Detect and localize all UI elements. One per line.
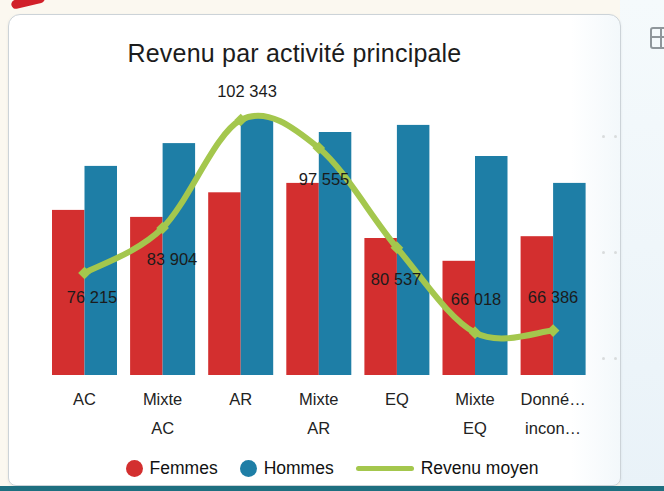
hommes-swatch-icon <box>240 460 257 477</box>
legend-label: Hommes <box>264 458 334 479</box>
line-data-label-6: 66 386 <box>528 288 578 306</box>
bar-femmes-4[interactable] <box>364 238 397 375</box>
axis-tick-dots <box>602 135 618 138</box>
bar-hommes-2[interactable] <box>241 117 274 375</box>
category-label-5: EQ <box>463 419 487 437</box>
category-label-0: AC <box>73 390 96 408</box>
category-label-4: EQ <box>385 390 409 408</box>
category-label-6: Donné… <box>521 390 586 408</box>
femmes-swatch-icon <box>126 460 143 477</box>
category-label-5: Mixte <box>455 390 494 408</box>
line-data-label-5: 66 018 <box>451 290 501 308</box>
legend-label: Femmes <box>150 458 218 479</box>
revenu-moyen-line-swatch-icon <box>356 466 414 471</box>
legend-label: Revenu moyen <box>421 458 539 479</box>
bar-hommes-5[interactable] <box>475 156 508 375</box>
line-data-label-4: 80 537 <box>371 270 421 288</box>
category-label-2: AR <box>229 390 252 408</box>
line-data-label-1: 83 904 <box>147 250 197 268</box>
show-as-table-icon[interactable] <box>650 27 664 49</box>
legend-item-hommes[interactable]: Hommes <box>240 458 334 479</box>
line-data-label-2: 102 343 <box>217 82 277 100</box>
legend-item-femmes[interactable]: Femmes <box>126 458 218 479</box>
category-label-3: Mixte <box>299 390 338 408</box>
revenue-chart: 76 215 83 904 102 343 97 555 80 537 66 018 66 … <box>0 0 664 491</box>
line-data-label-3: 97 555 <box>299 170 349 188</box>
bar-femmes-2[interactable] <box>208 192 241 375</box>
axis-tick-dots <box>602 357 618 360</box>
legend-item-revenu-moyen[interactable]: Revenu moyen <box>356 458 539 479</box>
bar-hommes-6[interactable] <box>553 183 586 375</box>
bar-femmes-3[interactable] <box>286 183 319 375</box>
line-data-label-0: 76 215 <box>67 288 117 306</box>
category-label-1: Mixte <box>143 390 182 408</box>
bottom-accent-bar <box>0 486 664 491</box>
category-label-1: AC <box>151 419 174 437</box>
chart-legend: Femmes Hommes Revenu moyen <box>0 452 664 484</box>
category-label-6: incon… <box>525 419 581 437</box>
category-label-3: AR <box>307 419 330 437</box>
dashboard-stage: Revenu par activité principale 76 21583 … <box>0 0 664 491</box>
axis-tick-dots <box>602 251 618 254</box>
